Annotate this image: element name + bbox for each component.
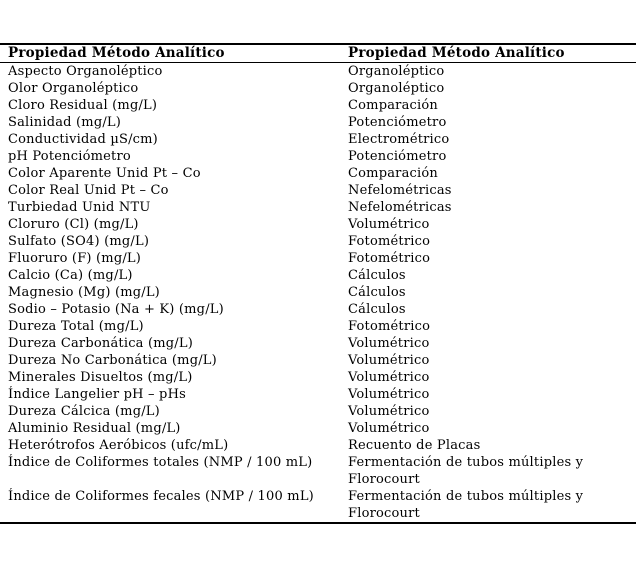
table-row: Turbiedad Unid NTU Nefelométricas <box>0 199 636 216</box>
metodo-cell: Cálculos <box>348 285 406 300</box>
propiedad-cell: Fluoruro (F) (mg/L) <box>8 251 142 266</box>
propiedad-cell: Índice Langelier pH – pHs <box>8 387 186 402</box>
propiedad-cell: Cloro Residual (mg/L) <box>8 98 158 113</box>
propiedad-cell: Dureza Total (mg/L) <box>8 319 144 334</box>
metodo-cell: Volumétrico <box>348 421 430 436</box>
table-body: Aspecto Organoléptico Organoléptico Olor O… <box>0 63 636 524</box>
metodo-cell: Fermentación de tubos múltiples y Floroc… <box>348 455 584 487</box>
propiedad-cell: pH Potenciómetro <box>8 149 131 164</box>
propiedad-cell: Aspecto Organoléptico <box>8 64 163 79</box>
table-row: Conductividad µS/cm) Electrométrico <box>0 131 636 148</box>
column-header-propiedad-left: Propiedad Método Analítico <box>0 44 340 63</box>
table-row: Dureza Cálcica (mg/L) Volumétrico <box>0 403 636 420</box>
metodo-cell: Recuento de Placas <box>348 438 481 453</box>
metodo-cell: Comparación <box>348 98 438 113</box>
table-row: Aspecto Organoléptico Organoléptico <box>0 63 636 81</box>
table-row: Sulfato (SO4) (mg/L) Fotométrico <box>0 233 636 250</box>
table-row: Calcio (Ca) (mg/L) Cálculos <box>0 267 636 284</box>
table-row: Índice Langelier pH – pHs Volumétrico <box>0 386 636 403</box>
metodo-cell: Potenciómetro <box>348 149 447 164</box>
table-row: Salinidad (mg/L) Potenciómetro <box>0 114 636 131</box>
metodo-cell: Fotométrico <box>348 319 431 334</box>
metodo-cell: Potenciómetro <box>348 115 447 130</box>
metodo-cell: Organoléptico <box>348 81 445 96</box>
metodo-cell: Volumétrico <box>348 353 430 368</box>
table-row: Minerales Disueltos (mg/L) Volumétrico <box>0 369 636 386</box>
propiedad-cell: Dureza No Carbonática (mg/L) <box>8 353 217 368</box>
table-row: Dureza Carbonática (mg/L) Volumétrico <box>0 335 636 352</box>
metodo-cell: Nefelométricas <box>348 183 452 198</box>
propiedad-cell: Sulfato (SO4) (mg/L) <box>8 234 150 249</box>
propiedad-cell: Color Aparente Unid Pt – Co <box>8 166 201 181</box>
metodo-cell: Fermentación de tubos múltiples y Floroc… <box>348 489 584 521</box>
table-row: Dureza No Carbonática (mg/L) Volumétrico <box>0 352 636 369</box>
metodo-cell: Comparación <box>348 166 438 181</box>
table-row: Cloro Residual (mg/L) Comparación <box>0 97 636 114</box>
metodo-cell: Volumétrico <box>348 217 430 232</box>
table-row: Olor Organoléptico Organoléptico <box>0 80 636 97</box>
metodo-cell: Volumétrico <box>348 370 430 385</box>
document-page: Propiedad Método Analítico Propiedad Mét… <box>0 43 636 571</box>
propiedad-cell: Calcio (Ca) (mg/L) <box>8 268 133 283</box>
metodo-cell: Nefelométricas <box>348 200 452 215</box>
propiedad-cell: Dureza Cálcica (mg/L) <box>8 404 160 419</box>
metodo-cell: Fotométrico <box>348 234 431 249</box>
metodo-cell: Fotométrico <box>348 251 431 266</box>
propiedad-cell: Dureza Carbonática (mg/L) <box>8 336 193 351</box>
propiedad-cell: Minerales Disueltos (mg/L) <box>8 370 193 385</box>
table-row: Color Real Unid Pt – Co Nefelométricas <box>0 182 636 199</box>
header-row: Propiedad Método Analítico Propiedad Mét… <box>0 44 636 63</box>
propiedad-cell: Turbiedad Unid NTU <box>8 200 151 215</box>
metodo-cell: Organoléptico <box>348 64 445 79</box>
metodo-cell: Volumétrico <box>348 404 430 419</box>
table-row: Fluoruro (F) (mg/L) Fotométrico <box>0 250 636 267</box>
table-row: Índice de Coliformes totales (NMP / 100 … <box>0 454 636 488</box>
propiedad-cell: Magnesio (Mg) (mg/L) <box>8 285 160 300</box>
propiedad-cell: Heterótrofos Aeróbicos (ufc/mL) <box>8 438 229 453</box>
table-row: Dureza Total (mg/L) Fotométrico <box>0 318 636 335</box>
metodo-cell: Cálculos <box>348 268 406 283</box>
table-row: Magnesio (Mg) (mg/L) Cálculos <box>0 284 636 301</box>
table-row: Aluminio Residual (mg/L) Volumétrico <box>0 420 636 437</box>
metodo-cell: Volumétrico <box>348 336 430 351</box>
propiedad-cell: Salinidad (mg/L) <box>8 115 122 130</box>
metodo-cell: Electrométrico <box>348 132 450 147</box>
table-row: pH Potenciómetro Potenciómetro <box>0 148 636 165</box>
propiedad-cell: Índice de Coliformes fecales (NMP / 100 … <box>8 489 314 504</box>
metodo-cell: Cálculos <box>348 302 406 317</box>
propiedad-cell: Índice de Coliformes totales (NMP / 100 … <box>8 455 313 470</box>
table-header: Propiedad Método Analítico Propiedad Mét… <box>0 44 636 63</box>
propiedad-cell: Olor Organoléptico <box>8 81 139 96</box>
methods-table: Propiedad Método Analítico Propiedad Mét… <box>0 43 636 524</box>
table-row: Color Aparente Unid Pt – Co Comparación <box>0 165 636 182</box>
table-row: Sodio – Potasio (Na + K) (mg/L) Cálculos <box>0 301 636 318</box>
table-row: Heterótrofos Aeróbicos (ufc/mL) Recuento … <box>0 437 636 454</box>
table-row: Cloruro (Cl) (mg/L) Volumétrico <box>0 216 636 233</box>
propiedad-cell: Conductividad µS/cm) <box>8 132 158 147</box>
column-header-propiedad-right: Propiedad Método Analítico <box>340 44 636 63</box>
propiedad-cell: Cloruro (Cl) (mg/L) <box>8 217 139 232</box>
propiedad-cell: Color Real Unid Pt – Co <box>8 183 169 198</box>
metodo-cell: Volumétrico <box>348 387 430 402</box>
propiedad-cell: Sodio – Potasio (Na + K) (mg/L) <box>8 302 224 317</box>
propiedad-cell: Aluminio Residual (mg/L) <box>8 421 181 436</box>
table-row: Índice de Coliformes fecales (NMP / 100 … <box>0 488 636 523</box>
